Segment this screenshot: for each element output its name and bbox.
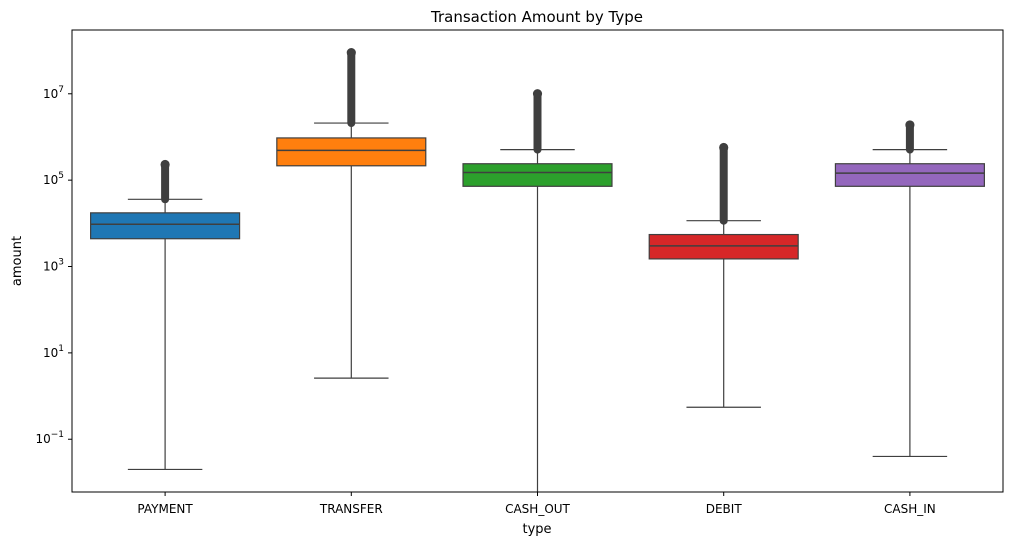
outlier-top-marker — [532, 89, 543, 99]
y-tick-label: 105 — [43, 171, 64, 187]
outlier-top-marker — [905, 120, 915, 130]
box-transfer — [276, 47, 427, 379]
box-debit — [648, 142, 799, 408]
outlier-top-marker — [160, 159, 170, 170]
box-payment — [90, 159, 241, 471]
x-tick-label: PAYMENT — [137, 502, 193, 516]
chart-title: Transaction Amount by Type — [430, 8, 643, 26]
box-cash-out — [462, 89, 613, 492]
boxes-layer — [90, 47, 985, 492]
y-tick-mantissa: 10 — [43, 173, 58, 187]
y-tick-mantissa: 10 — [43, 87, 58, 101]
y-tick-mantissa: 10 — [43, 346, 58, 360]
iqr-box — [90, 212, 241, 240]
x-tick-label: DEBIT — [706, 502, 743, 516]
y-tick-exponent: 1 — [58, 344, 64, 354]
y-tick-label: 10−1 — [35, 430, 64, 446]
iqr-box — [276, 137, 427, 167]
iqr-box — [834, 163, 985, 187]
y-tick-exponent: 7 — [58, 85, 64, 95]
x-axis-label: type — [522, 522, 551, 537]
y-axis-label: amount — [10, 236, 25, 286]
iqr-box — [648, 233, 799, 260]
outlier-top-marker — [346, 47, 356, 58]
box-cash-in — [834, 120, 985, 458]
x-tick-label: TRANSFER — [319, 502, 383, 516]
y-tick-mantissa: 10 — [43, 260, 58, 274]
y-tick-exponent: −1 — [51, 430, 64, 440]
x-tick-label: CASH_IN — [884, 502, 936, 516]
y-tick-label: 103 — [43, 258, 64, 274]
x-tick-label: CASH_OUT — [505, 502, 570, 516]
y-tick-exponent: 5 — [58, 171, 64, 181]
y-tick-mantissa: 10 — [35, 432, 50, 446]
x-axis: PAYMENT TRANSFER CASH_OUT DEBIT CASH_IN — [137, 492, 936, 516]
y-tick-label: 107 — [43, 85, 64, 101]
y-tick-label: 101 — [43, 344, 64, 360]
y-tick-exponent: 3 — [58, 258, 64, 268]
iqr-box — [462, 163, 613, 187]
outlier-top-marker — [719, 142, 729, 153]
